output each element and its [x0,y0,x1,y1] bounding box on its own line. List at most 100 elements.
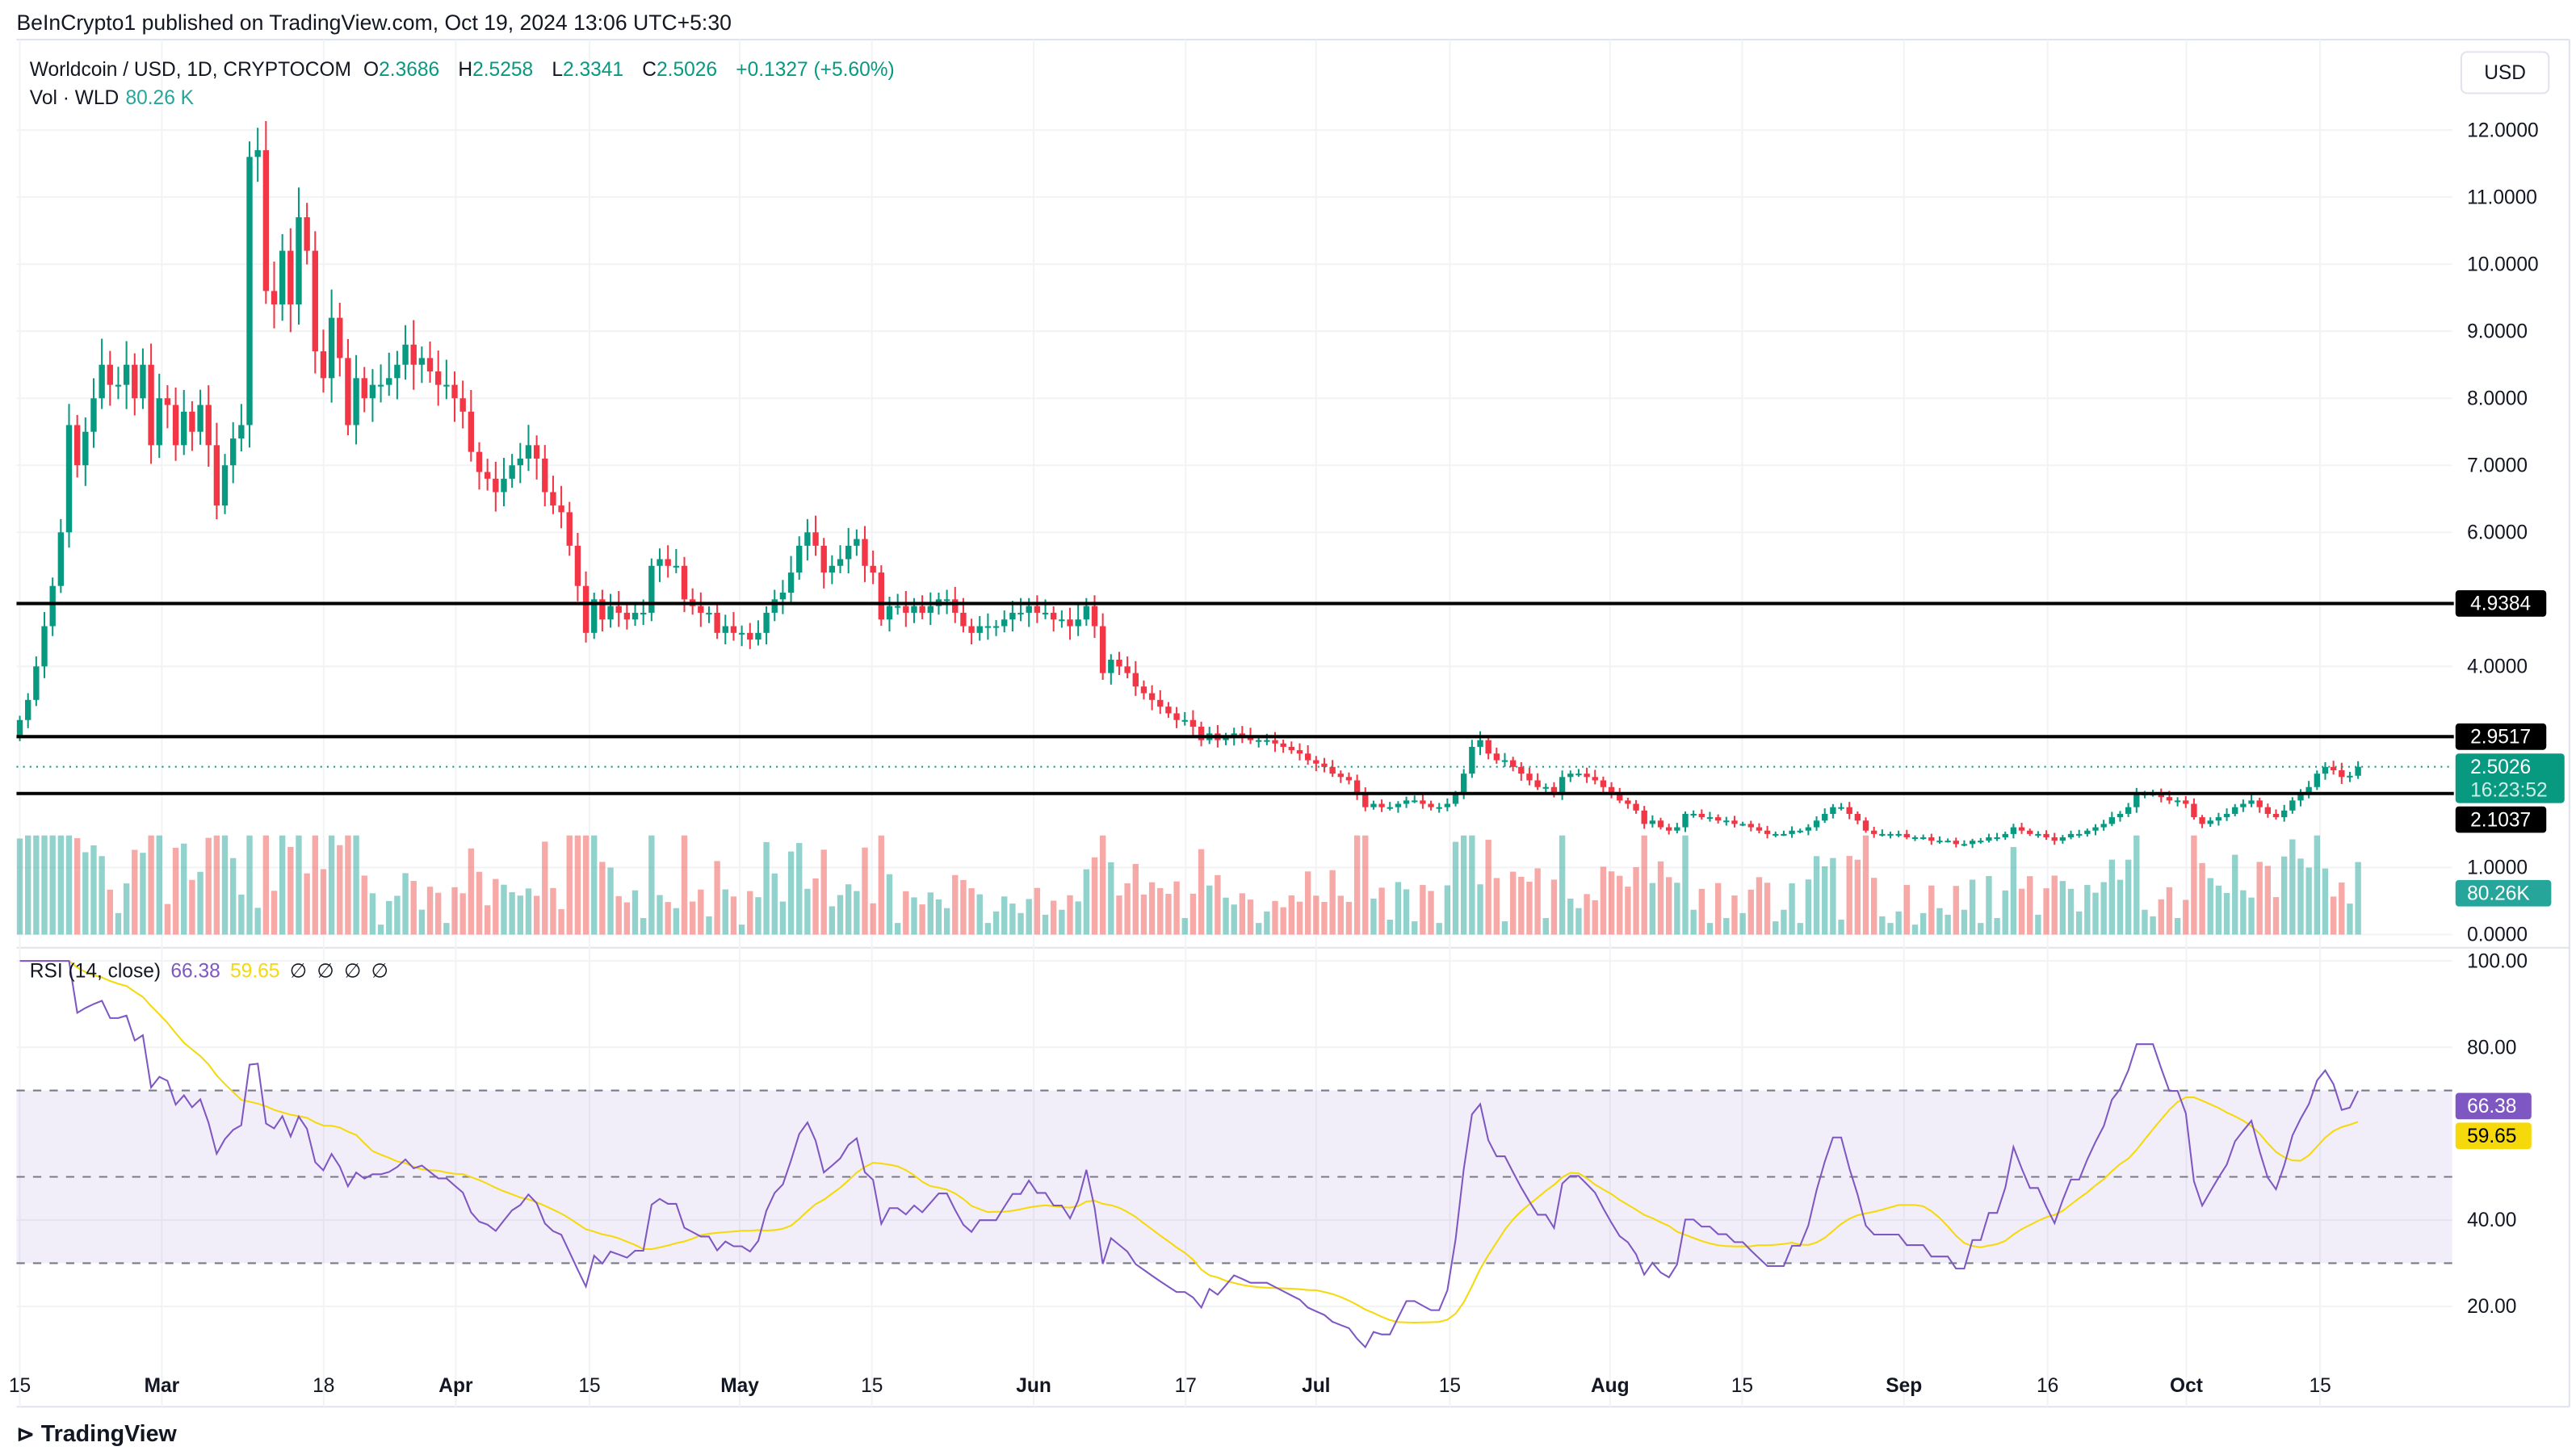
candle-body [878,572,885,620]
candle-body [230,438,237,466]
candle-body [2280,810,2288,818]
volume-bar [1592,899,1598,935]
price-tick-label: 9.0000 [2467,321,2528,342]
volume-bar [2002,890,2008,935]
volume-bar [837,895,844,935]
volume-bar [90,845,97,935]
candle-body [140,364,146,399]
candle-body [1723,820,1730,823]
volume-bar [1534,868,1541,935]
candle-body [2051,837,2058,841]
volume-bar [312,835,318,935]
candle-body [1945,841,1951,843]
change-value: +0.1327 (+5.60%) [736,57,895,82]
candle-body [607,606,614,620]
candle-body [476,451,483,472]
candle-body [2322,766,2329,774]
candle-body [1756,827,1763,831]
x-tick-label: Oct [2170,1375,2203,1397]
open-label: O [363,57,380,82]
candle-body [1903,833,1911,838]
volume-bar [1895,911,1902,935]
candle-body [1387,807,1393,809]
volume-bar [1862,835,1869,935]
candle-body [1353,780,1361,795]
volume-bar [2018,888,2025,935]
volume-bar [591,835,598,935]
rsi-tick-label: 40.00 [2467,1210,2516,1231]
volume-bar [1099,835,1106,935]
volume-bar [623,902,631,935]
candle-body [2059,837,2066,841]
candle-body [2108,817,2115,824]
candle-body [123,364,130,385]
candle-body [919,606,925,613]
volume-bar [1911,925,1919,935]
publisher-line: BeInCrypto1 published on TradingView.com… [16,10,732,35]
candle-body [410,344,417,365]
candle-body [107,364,113,385]
volume-bar [820,849,827,935]
x-tick-label: 15 [578,1375,600,1397]
volume-bar [49,835,56,935]
rsi-tick-label: 20.00 [2467,1296,2516,1318]
candle-body [49,585,56,627]
volume-bar [172,847,179,935]
high-label: H [458,57,473,82]
volume-bar [1690,909,1697,935]
candle-body [1961,844,1968,846]
volume-bar [886,874,893,935]
candle-body [1584,774,1590,778]
volume-label[interactable]: Vol · WLD [29,86,120,109]
open-value: 2.3686 [379,57,440,82]
candle-body [673,565,680,568]
candle-body [648,565,655,613]
candle-body [1124,666,1131,673]
candle-body [328,317,335,379]
candle-body [812,532,819,546]
volume-bar [870,903,876,935]
candle-body [2240,803,2247,807]
volume-bar [525,888,532,935]
volume-bar [1584,894,1590,935]
rsi-value: 66.38 [170,959,220,983]
candle-body [738,632,745,635]
x-tick-label: 15 [9,1375,31,1397]
candle-body [1157,699,1164,707]
candle-body [213,445,220,506]
candle-body [156,398,162,446]
volume-bar [706,916,712,935]
symbol-title[interactable]: Worldcoin / USD, 1D, CRYPTOCOM [29,57,351,82]
candle-body [1026,606,1032,613]
candle-body [345,358,351,426]
tradingview-logo[interactable]: ⊳ TradingView [16,1420,176,1449]
candle-body [1189,719,1197,728]
x-tick-label: Jul [1302,1375,1330,1397]
volume-bar [903,891,909,935]
candle-body [1148,693,1156,700]
rsi-label[interactable]: RSI (14, close) [29,959,162,983]
candle-body [927,606,933,613]
candle-body [2256,800,2263,807]
currency-button[interactable]: USD [2460,51,2550,94]
rsi-tick-label: 80.00 [2467,1037,2516,1059]
volume-bar [1206,885,1213,935]
candle-body [763,612,770,633]
volume-bar [279,835,286,935]
candle-body [1067,619,1073,627]
volume-value: 80.26 K [125,86,195,109]
candle-body [1919,837,1927,840]
volume-bar [648,835,655,935]
candle-body [1412,800,1418,803]
x-tick-label: 16 [2037,1375,2058,1397]
volume-bar [796,843,803,935]
volume-bar [738,925,745,935]
candle-body [1534,780,1541,787]
candle-body [525,445,532,459]
volume-bar [665,902,671,935]
volume-bar [451,887,458,935]
candle-body [1034,606,1041,613]
candle-body [1395,803,1402,807]
candle-body [2084,830,2091,834]
